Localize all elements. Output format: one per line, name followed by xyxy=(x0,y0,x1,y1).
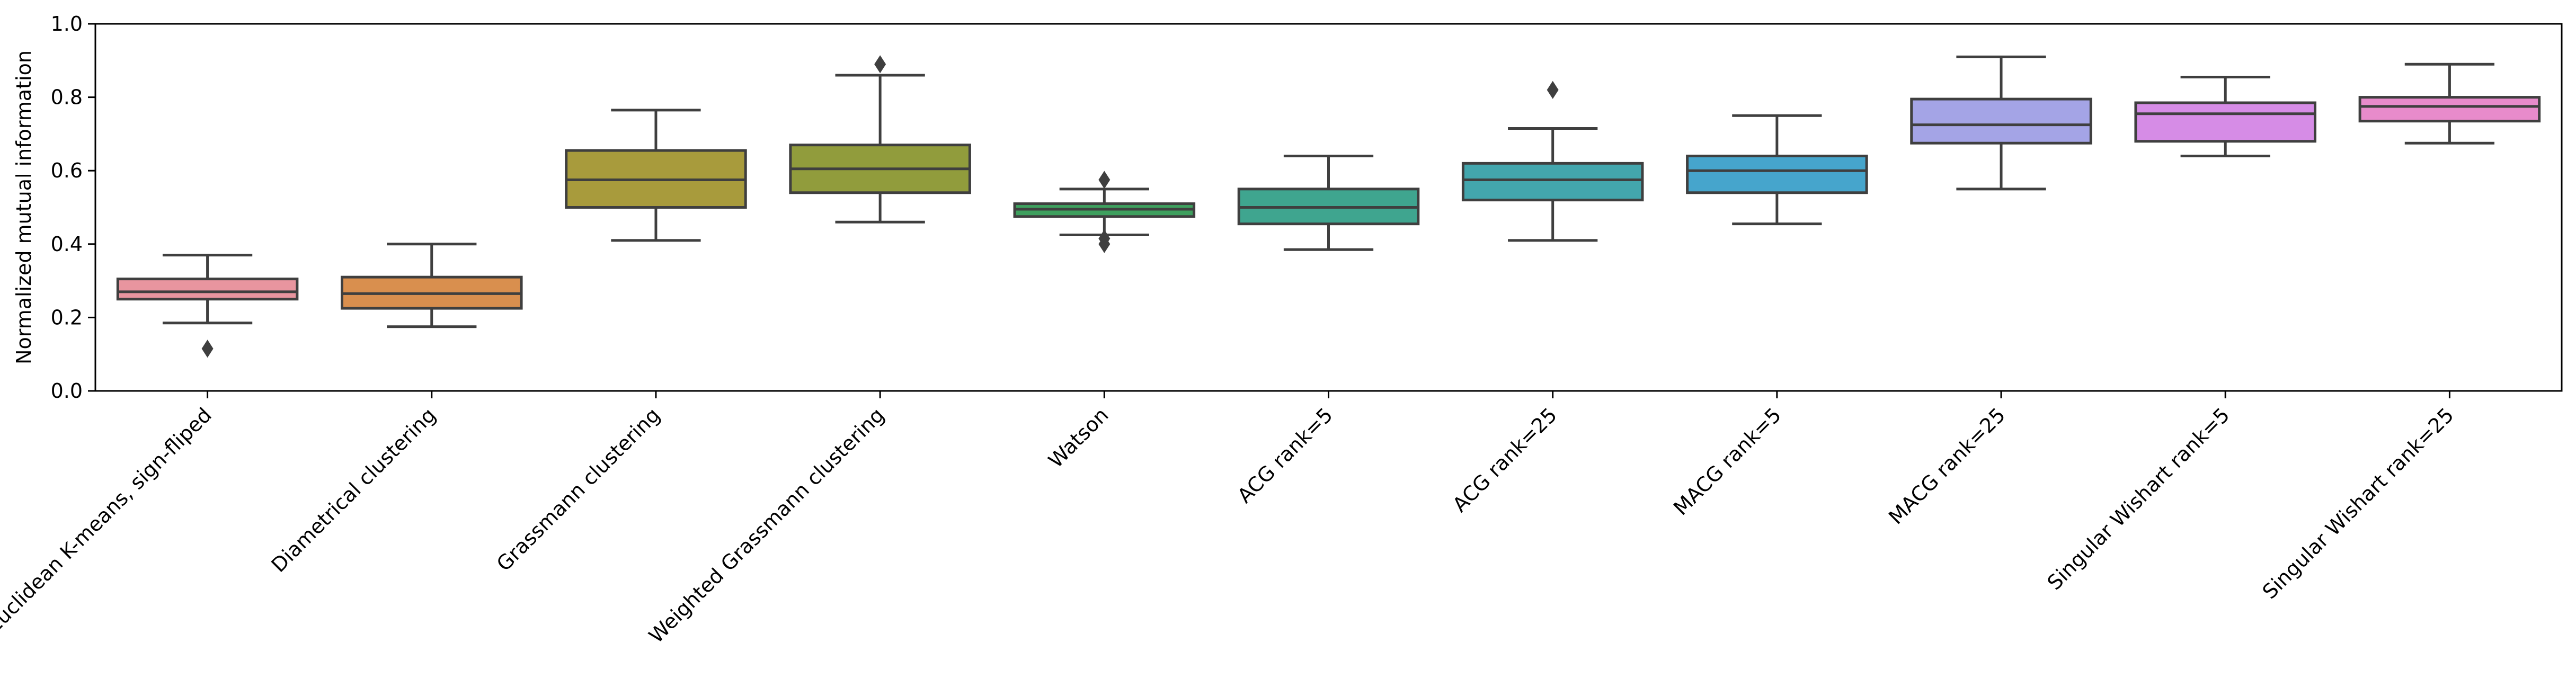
x-axis: Euclidean K-means, sign-fliped Diametrica… xyxy=(0,391,2458,648)
iqr-box xyxy=(2358,96,2541,123)
x-tick-label: ACG rank=25 xyxy=(1448,403,1561,516)
y-tick-label: 0.0 xyxy=(51,379,83,403)
x-tick-label: Euclidean K-means, sign-fliped xyxy=(0,403,216,638)
iqr-box xyxy=(2134,101,2317,143)
iqr-box xyxy=(1910,97,2092,145)
box-group xyxy=(1237,154,1420,251)
y-tick-label: 0.8 xyxy=(51,86,83,109)
iqr-box xyxy=(1686,154,1868,194)
box-group xyxy=(1910,55,2092,191)
box-group xyxy=(1461,81,1644,242)
box-group xyxy=(2134,75,2317,157)
x-tick-label: Singular Wishart rank=5 xyxy=(2043,403,2234,594)
y-tick-label: 0.2 xyxy=(51,306,83,329)
x-tick-label: MACG rank=5 xyxy=(1669,403,1786,520)
x-tick-label: MACG rank=25 xyxy=(1884,403,2010,529)
y-tick-label: 0.4 xyxy=(51,233,83,256)
outlier-marker xyxy=(874,55,886,74)
boxes-layer xyxy=(116,55,2541,358)
box-group xyxy=(1686,114,1868,226)
box-group xyxy=(1013,171,1196,253)
iqr-box xyxy=(116,278,299,301)
outlier-marker xyxy=(1098,235,1111,253)
x-tick-label: Watson xyxy=(1044,403,1113,472)
box-group xyxy=(789,55,971,224)
x-tick-label: ACG rank=5 xyxy=(1233,403,1337,507)
y-tick-label: 0.6 xyxy=(51,159,83,182)
x-tick-label: Singular Wishart rank=25 xyxy=(2258,403,2458,603)
y-axis: 0.0 0.2 0.4 0.6 0.8 1.0 xyxy=(51,12,95,403)
y-axis-label: Normalized mutual information xyxy=(12,50,35,364)
outlier-marker xyxy=(201,340,214,358)
x-tick-label: Weighted Grassmann clustering xyxy=(644,403,889,647)
outlier-marker xyxy=(1547,81,1559,99)
box-group xyxy=(116,254,299,358)
box-group xyxy=(341,243,523,328)
box-group xyxy=(2358,63,2541,145)
iqr-box xyxy=(1461,162,1644,202)
outlier-marker xyxy=(1098,171,1111,189)
x-tick-label: Diametrical clustering xyxy=(267,403,440,577)
x-tick-label: Grassmann clustering xyxy=(492,403,665,576)
box-group xyxy=(565,109,747,242)
y-tick-label: 1.0 xyxy=(51,12,83,35)
